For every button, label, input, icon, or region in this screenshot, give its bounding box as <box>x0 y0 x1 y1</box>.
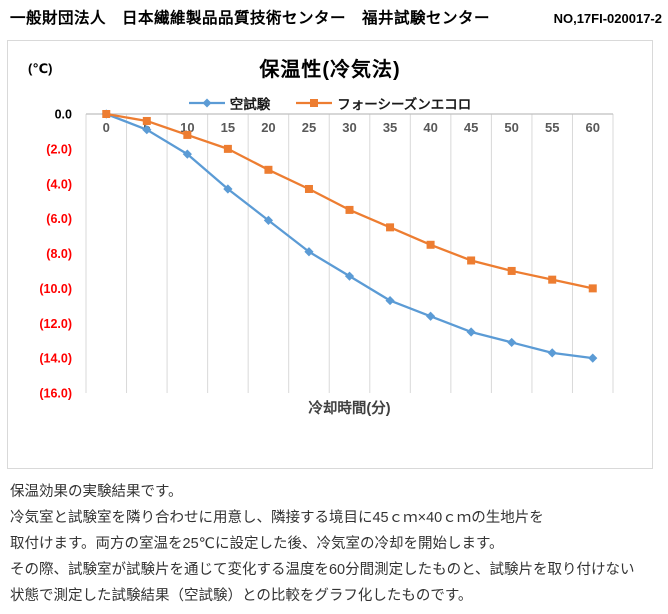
data-point-diamond <box>466 327 476 337</box>
data-point-square <box>386 223 395 232</box>
y-tick-label: 0.0 <box>55 108 72 122</box>
y-tick-label: (16.0) <box>39 387 72 401</box>
organization-title: 一般財団法人 日本繊維製品品質技術センター 福井試験センター <box>10 10 491 27</box>
data-point-square <box>304 184 313 193</box>
x-tick-label: 60 <box>586 120 600 135</box>
chart-title: 保温性(冷気法) <box>259 59 401 81</box>
data-point-square <box>264 165 273 174</box>
legend-label: フォーシーズンエコロ <box>337 97 472 112</box>
y-tick-label: (2.0) <box>46 142 72 156</box>
data-point-diamond <box>304 247 314 257</box>
data-point-square <box>426 240 435 249</box>
description-line: 状態で測定した試験結果（空試験）との比較をグラフ化したものです。 <box>10 588 473 604</box>
data-point-square <box>548 275 557 284</box>
data-point-diamond <box>182 149 192 159</box>
data-point-diamond <box>263 215 274 225</box>
report-number: NO,17FI-020017-2 <box>553 11 662 26</box>
report-header: 一般財団法人 日本繊維製品品質技術センター 福井試験センター NO,17FI-0… <box>10 6 662 28</box>
x-tick-label: 45 <box>464 120 478 135</box>
x-tick-label: 50 <box>504 120 518 135</box>
x-tick-label: 55 <box>545 120 559 135</box>
x-tick-label: 35 <box>383 120 397 135</box>
data-point-square <box>102 110 111 118</box>
y-tick-label: (12.0) <box>39 317 72 331</box>
legend-item: フォーシーズンエコロ <box>296 93 471 113</box>
data-point-diamond <box>344 271 355 281</box>
y-tick-label: (14.0) <box>39 352 72 366</box>
description-text: 保温効果の実験結果です。 冷気室と試験室を隣り合わせに用意し、隣接する境目に45… <box>10 479 662 609</box>
data-point-square <box>588 284 597 293</box>
x-tick-label: 25 <box>302 120 316 135</box>
data-point-square <box>142 116 151 125</box>
description-line: その際、試験室が試験片を通じて変化する温度を60分間測定したものと、試験片を取り… <box>10 562 635 578</box>
description-line: 取付けます。両方の室温を25℃に設定した後、冷気室の冷却を開始します。 <box>10 536 504 552</box>
chart-frame: 0510152025303540455055600.0(2.0)(4.0)(6.… <box>7 40 653 469</box>
x-tick-label: 20 <box>261 120 275 135</box>
data-point-square <box>345 205 354 214</box>
x-tick-label: 30 <box>342 120 356 135</box>
y-tick-label: (4.0) <box>46 177 72 191</box>
series-line-diamond <box>105 112 593 360</box>
chart-legend: 空試験 フォーシーズンエコロ <box>8 93 652 113</box>
y-tick-label: (6.0) <box>46 212 72 226</box>
data-point-diamond <box>425 311 436 321</box>
data-point-diamond <box>507 337 517 348</box>
x-tick-label: 15 <box>221 120 235 135</box>
y-tick-label: (10.0) <box>39 282 72 296</box>
data-point-square <box>223 144 232 153</box>
data-point-diamond <box>223 184 233 194</box>
data-point-diamond <box>547 348 557 358</box>
description-line: 冷気室と試験室を隣り合わせに用意し、隣接する境目に45ｃｍ×40ｃｍの生地片を <box>10 510 544 526</box>
y-tick-label: (8.0) <box>46 247 72 261</box>
description-line: 保温効果の実験結果です。 <box>10 484 183 500</box>
legend-diamond-marker-icon <box>188 98 225 108</box>
plot-area: 0510152025303540455055600.0(2.0)(4.0)(6.… <box>39 108 614 401</box>
data-point-square <box>183 130 192 139</box>
data-point-diamond <box>385 295 395 306</box>
y-axis-unit-label: (℃) <box>28 61 53 76</box>
series-line-square <box>106 112 593 290</box>
legend-item: 空試験 <box>188 93 271 113</box>
x-tick-label: 0 <box>103 120 110 135</box>
data-point-diamond <box>142 125 152 135</box>
x-tick-label: 40 <box>423 120 437 135</box>
x-axis-title: 冷却時間(分) <box>308 401 391 417</box>
data-point-square <box>467 256 476 265</box>
data-point-diamond <box>588 353 598 363</box>
data-point-square <box>507 266 516 275</box>
legend-square-marker-icon <box>296 99 333 107</box>
legend-label: 空試験 <box>229 97 271 112</box>
